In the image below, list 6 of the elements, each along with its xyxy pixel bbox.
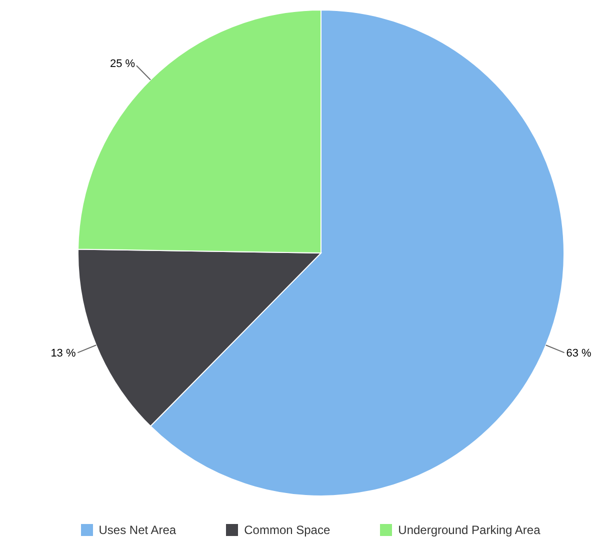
legend-label: Underground Parking Area: [397, 523, 540, 537]
data-label: 25 %: [110, 58, 136, 70]
data-label: 63 %: [566, 347, 592, 360]
legend-label: Uses Net Area: [98, 523, 176, 537]
legend-label: Common Space: [243, 523, 330, 537]
data-label: 13 %: [50, 347, 76, 360]
